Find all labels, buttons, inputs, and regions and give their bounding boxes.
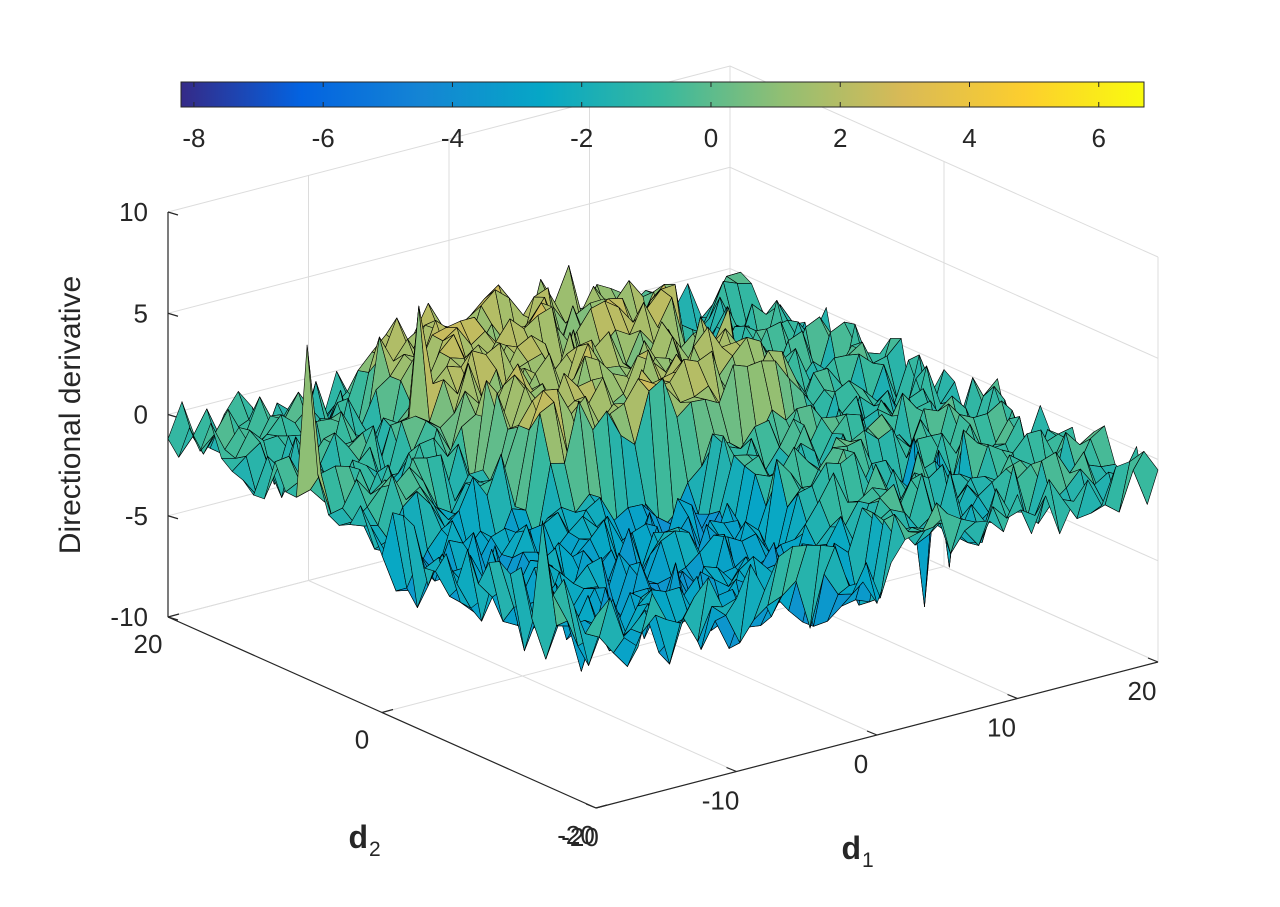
y-tick-mark [167,613,180,618]
z-tick-label: -5 [125,501,148,531]
colorbar-tick-label: 6 [1092,123,1106,153]
x-tick-label: 0 [854,749,868,779]
colorbar-tick-label: -2 [570,123,593,153]
z-tick-mark [167,312,179,317]
colorbar-ticks: -8 -6 -4 -2 0 2 4 6 [182,82,1106,153]
y-tick-mark [381,708,394,714]
z-tick-label: 0 [134,400,148,430]
axes-lines [167,211,1159,809]
surface-face [1132,450,1159,505]
colorbar-tick-label: 2 [833,123,847,153]
z-tick-mark [167,515,179,520]
y-axis-label: d 2 [348,819,380,861]
z-tick-label: 5 [134,298,148,328]
x-tick-mark [726,766,737,773]
y-axis-label-text: d [348,819,368,855]
colorbar: -8 -6 -4 -2 0 2 4 6 [180,81,1145,153]
colorbar-tick-label: -4 [441,123,464,153]
grid-line-y [381,161,945,713]
colorbar-tick-label: 4 [962,123,976,153]
x-tick-label: 10 [987,713,1016,743]
colorbar-gradient [180,81,1145,108]
x-tick-mark [1147,657,1159,663]
z-tick-label: 10 [119,197,148,227]
x-tick-label: -20 [561,822,599,852]
y-tick-label: -20 [557,820,595,850]
z-tick-mark [167,211,179,216]
x-tick-mark [866,730,878,736]
y-tick-label: 0 [355,725,369,755]
colorbar-tick-label: -8 [182,123,205,153]
z-tick-label: -10 [110,602,148,632]
x-tick-label: 20 [1128,676,1157,706]
y-tick-label: 20 [134,629,163,659]
y-tick-mark [595,804,608,809]
x-tick-mark [1007,693,1018,700]
z-tick-mark [167,616,179,621]
surface-mesh [167,265,1159,672]
colorbar-tick-label: -6 [312,123,335,153]
x-axis-label: d 1 [841,830,873,872]
z-axis-label: Directional derivative [54,276,87,554]
x-tick-label: -10 [702,786,740,816]
x-tick-mark [585,803,597,809]
x-axis-label-subscript: 1 [862,849,874,872]
colorbar-tick-label: 0 [704,123,718,153]
y-axis-label-subscript: 2 [369,838,381,861]
x-axis-label-text: d [841,830,861,866]
